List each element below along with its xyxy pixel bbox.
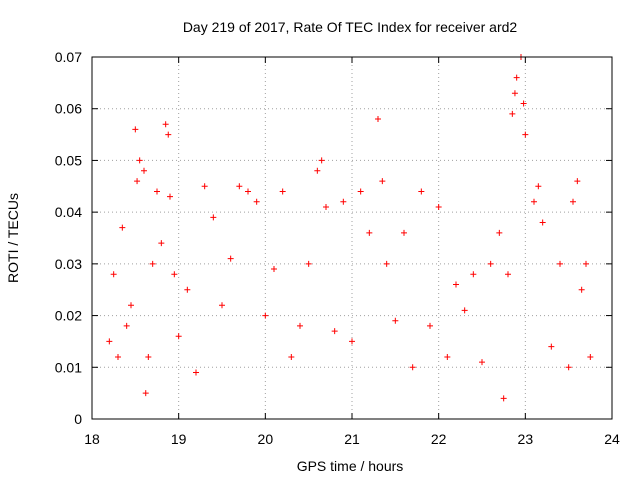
data-point [201, 183, 208, 190]
x-tick-label: 24 [604, 431, 620, 447]
data-point [128, 302, 134, 309]
data-point [106, 338, 113, 345]
data-point [444, 353, 451, 360]
data-point [141, 167, 147, 174]
data-point [123, 322, 130, 329]
data-point [435, 203, 442, 210]
data-point [210, 214, 217, 221]
data-point [357, 188, 364, 195]
x-tick-label: 20 [258, 431, 274, 447]
data-point [245, 188, 251, 195]
data-point [145, 353, 152, 360]
data-point [418, 188, 425, 195]
data-point [383, 260, 390, 267]
data-point [134, 178, 141, 185]
x-tick-label: 19 [171, 431, 187, 447]
y-tick-label: 0.02 [55, 308, 82, 324]
data-point [505, 271, 511, 278]
data-point [271, 266, 277, 273]
data-point [535, 183, 542, 190]
x-tick-label: 18 [84, 431, 100, 447]
data-point [557, 260, 563, 267]
data-point [171, 271, 178, 278]
data-point [513, 74, 520, 81]
data-point [262, 312, 269, 319]
data-point [509, 110, 516, 117]
data-point [193, 369, 199, 376]
data-point [154, 188, 160, 195]
data-point [142, 390, 149, 397]
data-point [331, 328, 338, 335]
data-point [453, 281, 459, 288]
data-point [520, 100, 527, 107]
data-point [409, 364, 416, 371]
x-tick-label: 22 [431, 431, 447, 447]
y-tick-label: 0.03 [55, 256, 82, 272]
y-axis-label: ROTI / TECUs [5, 193, 21, 283]
data-point [184, 286, 191, 293]
data-point [548, 343, 555, 350]
y-tick-label: 0.06 [55, 101, 82, 117]
data-point [149, 260, 156, 267]
data-point [578, 286, 585, 293]
data-point [158, 240, 165, 247]
data-point [487, 260, 494, 267]
data-point [392, 317, 399, 324]
data-point [539, 219, 546, 226]
data-point [136, 157, 143, 164]
data-point [531, 198, 537, 205]
data-point [427, 322, 433, 329]
data-point [470, 271, 477, 278]
x-tick-label: 23 [518, 431, 534, 447]
data-point [587, 353, 594, 360]
chart-title: Day 219 of 2017, Rate Of TEC Index for r… [183, 19, 518, 35]
data-point [522, 131, 529, 138]
data-point [119, 224, 126, 231]
data-point [570, 198, 576, 205]
y-tick-label: 0 [74, 411, 82, 427]
data-point [305, 260, 312, 267]
data-point [375, 116, 381, 123]
data-point [318, 157, 325, 164]
data-point [583, 260, 589, 267]
data-point [236, 183, 243, 190]
y-tick-label: 0.05 [55, 152, 82, 168]
data-point [110, 271, 117, 278]
data-point [279, 188, 286, 195]
data-point [175, 333, 182, 340]
data-point [565, 364, 572, 371]
data-point [253, 198, 260, 205]
data-point [574, 178, 581, 185]
y-tick-label: 0.04 [55, 204, 82, 220]
grid-layer [92, 57, 612, 419]
data-point [165, 131, 172, 138]
data-point [297, 322, 303, 329]
data-point [340, 198, 347, 205]
data-point [314, 167, 321, 174]
data-point [219, 302, 225, 309]
data-point [379, 178, 386, 185]
y-tick-label: 0.07 [55, 49, 82, 65]
data-point [500, 395, 507, 402]
data-point [511, 90, 518, 97]
ticks-layer: 18 19 20 21 22 23 24 0 0.01 0.02 0.03 0.04 0.05 0.06 0… [55, 49, 620, 447]
data-point [132, 126, 139, 133]
data-point [479, 359, 485, 366]
data-point [366, 229, 373, 236]
data-point [227, 255, 234, 262]
data-point [167, 193, 173, 200]
data-point [115, 353, 121, 360]
x-axis-label: GPS time / hours [297, 458, 404, 474]
x-tick-label: 21 [344, 431, 360, 447]
data-point [288, 353, 295, 360]
data-point [401, 229, 407, 236]
data-point [323, 203, 329, 210]
data-point [496, 229, 503, 236]
data-point [162, 121, 169, 128]
y-tick-label: 0.01 [55, 359, 82, 375]
points-layer [106, 54, 594, 402]
data-point [461, 307, 468, 314]
data-point [349, 338, 355, 345]
